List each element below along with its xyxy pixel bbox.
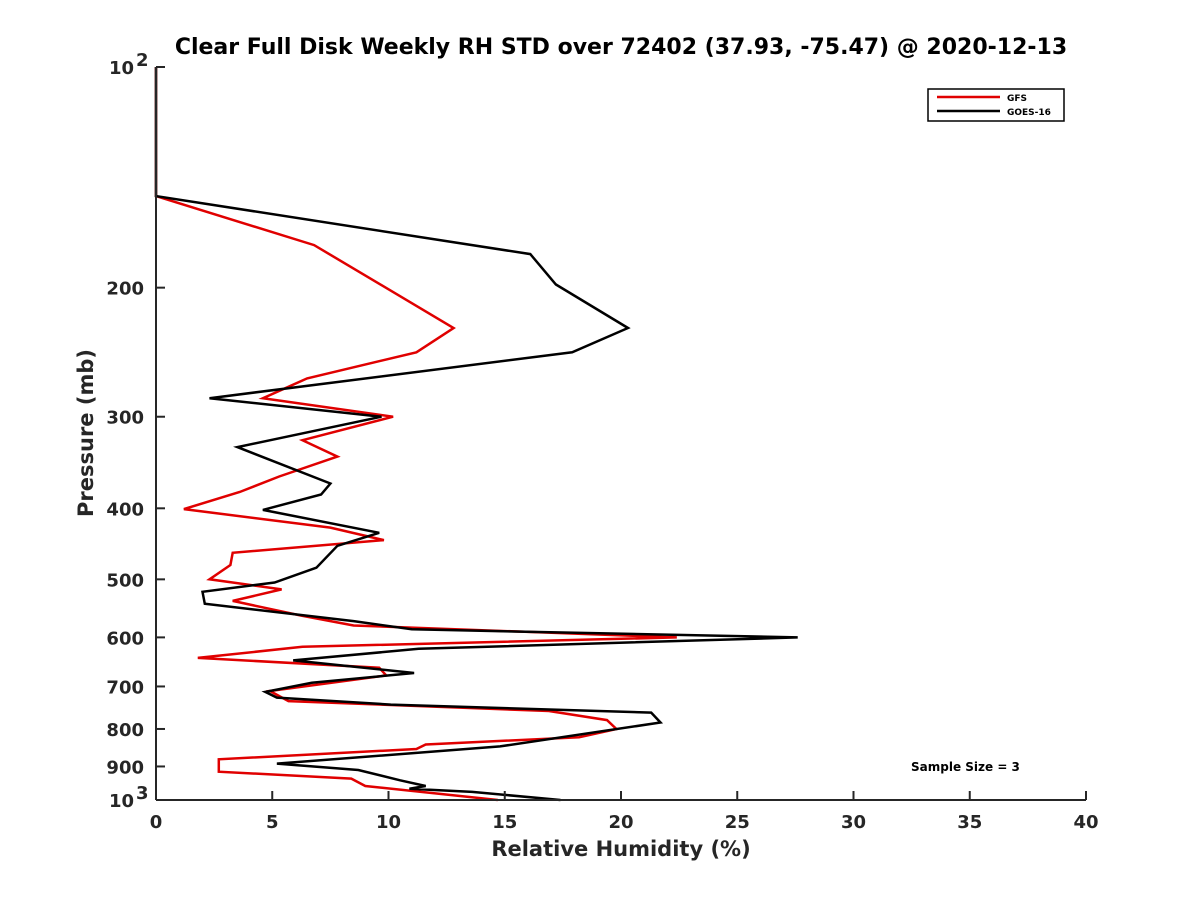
y-tick-exponent: 2: [136, 50, 149, 71]
chart-title: Clear Full Disk Weekly RH STD over 72402…: [175, 35, 1067, 60]
y-tick-label: 800: [106, 720, 144, 741]
x-tick-label: 30: [841, 812, 866, 833]
y-tick-label: 500: [106, 570, 144, 591]
x-tick-label: 5: [266, 812, 279, 833]
x-tick-label: 15: [492, 812, 517, 833]
legend-label-gfs: GFS: [1007, 94, 1027, 104]
plot-background: [156, 67, 1086, 800]
x-axis-label: Relative Humidity (%): [491, 837, 750, 861]
series-line-gfs: [154, 67, 677, 802]
y-tick-label: 200: [106, 279, 144, 300]
y-tick-label: 10: [109, 791, 134, 812]
y-axis-label: Pressure (mb): [74, 349, 98, 517]
y-tick-label: 700: [106, 677, 144, 698]
sample-size-annotation: Sample Size = 3: [911, 760, 1020, 774]
y-tick-exponent: 3: [136, 783, 149, 804]
series-line-goes-16: [154, 67, 798, 802]
plot-area: [156, 67, 1086, 800]
y-tick-label: 10: [109, 58, 134, 79]
legend: GFS GOES-16: [927, 88, 1065, 122]
x-tick-label: 25: [725, 812, 750, 833]
x-tick-label: 10: [376, 812, 401, 833]
y-tick-label: 300: [106, 408, 144, 429]
series-layer: [154, 67, 798, 802]
y-tick-label: 900: [106, 757, 144, 778]
legend-box: [927, 88, 1065, 122]
x-tick-label: 40: [1073, 812, 1098, 833]
x-tick-label: 0: [150, 812, 163, 833]
x-tick-label: 35: [957, 812, 982, 833]
legend-label-goes-16: GOES-16: [1007, 108, 1051, 118]
y-tick-label: 600: [106, 628, 144, 649]
y-tick-label: 400: [106, 499, 144, 520]
x-tick-label: 20: [608, 812, 633, 833]
